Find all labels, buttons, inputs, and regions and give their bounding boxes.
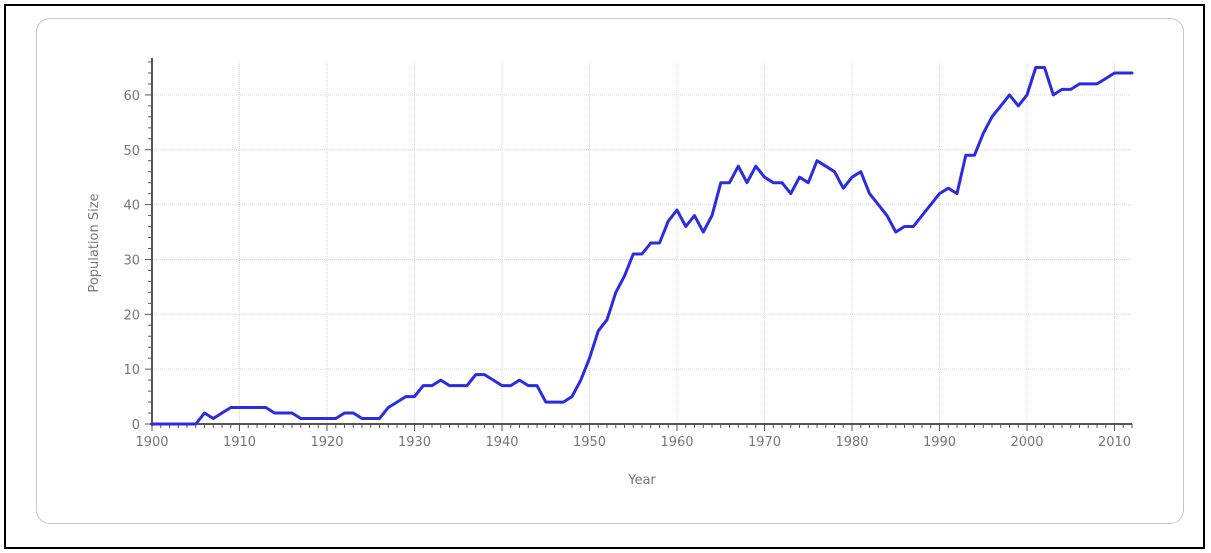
y-tick-label-10: 10	[123, 363, 140, 378]
x-tick-label-1970: 1970	[748, 435, 781, 450]
x-tick-label-1930: 1930	[398, 435, 431, 450]
x-tick-label-1940: 1940	[485, 435, 518, 450]
x-tick-label-1920: 1920	[310, 435, 343, 450]
x-tick-label-2000: 2000	[1010, 435, 1043, 450]
series-layer	[150, 66, 1134, 426]
y-tick-label-40: 40	[123, 199, 140, 214]
x-tick-label-2010: 2010	[1098, 435, 1131, 450]
x-tick-label-1960: 1960	[660, 435, 693, 450]
x-tick-label-1910: 1910	[223, 435, 256, 450]
x-tick-label-1950: 1950	[573, 435, 606, 450]
chart-card	[36, 18, 1184, 524]
series-line-0	[150, 66, 1134, 426]
x-tick-label-1990: 1990	[923, 435, 956, 450]
x-tick-label-1980: 1980	[835, 435, 868, 450]
axes	[145, 58, 1133, 431]
x-tick-label-1900: 1900	[135, 435, 168, 450]
x-axis-title: Year	[627, 473, 656, 488]
y-axis-title: Population Size	[87, 193, 102, 292]
y-tick-label-50: 50	[123, 144, 140, 159]
outer-frame	[4, 4, 1205, 549]
y-tick-label-60: 60	[123, 89, 140, 104]
grid-lines	[152, 62, 1132, 424]
y-tick-label-0: 0	[132, 418, 140, 433]
y-tick-label-30: 30	[123, 253, 140, 268]
y-tick-label-20: 20	[123, 308, 140, 323]
tick-labels: 1900 1910 1920 1930 1940 1950 1960 1970 1980 1990…	[123, 89, 1131, 450]
